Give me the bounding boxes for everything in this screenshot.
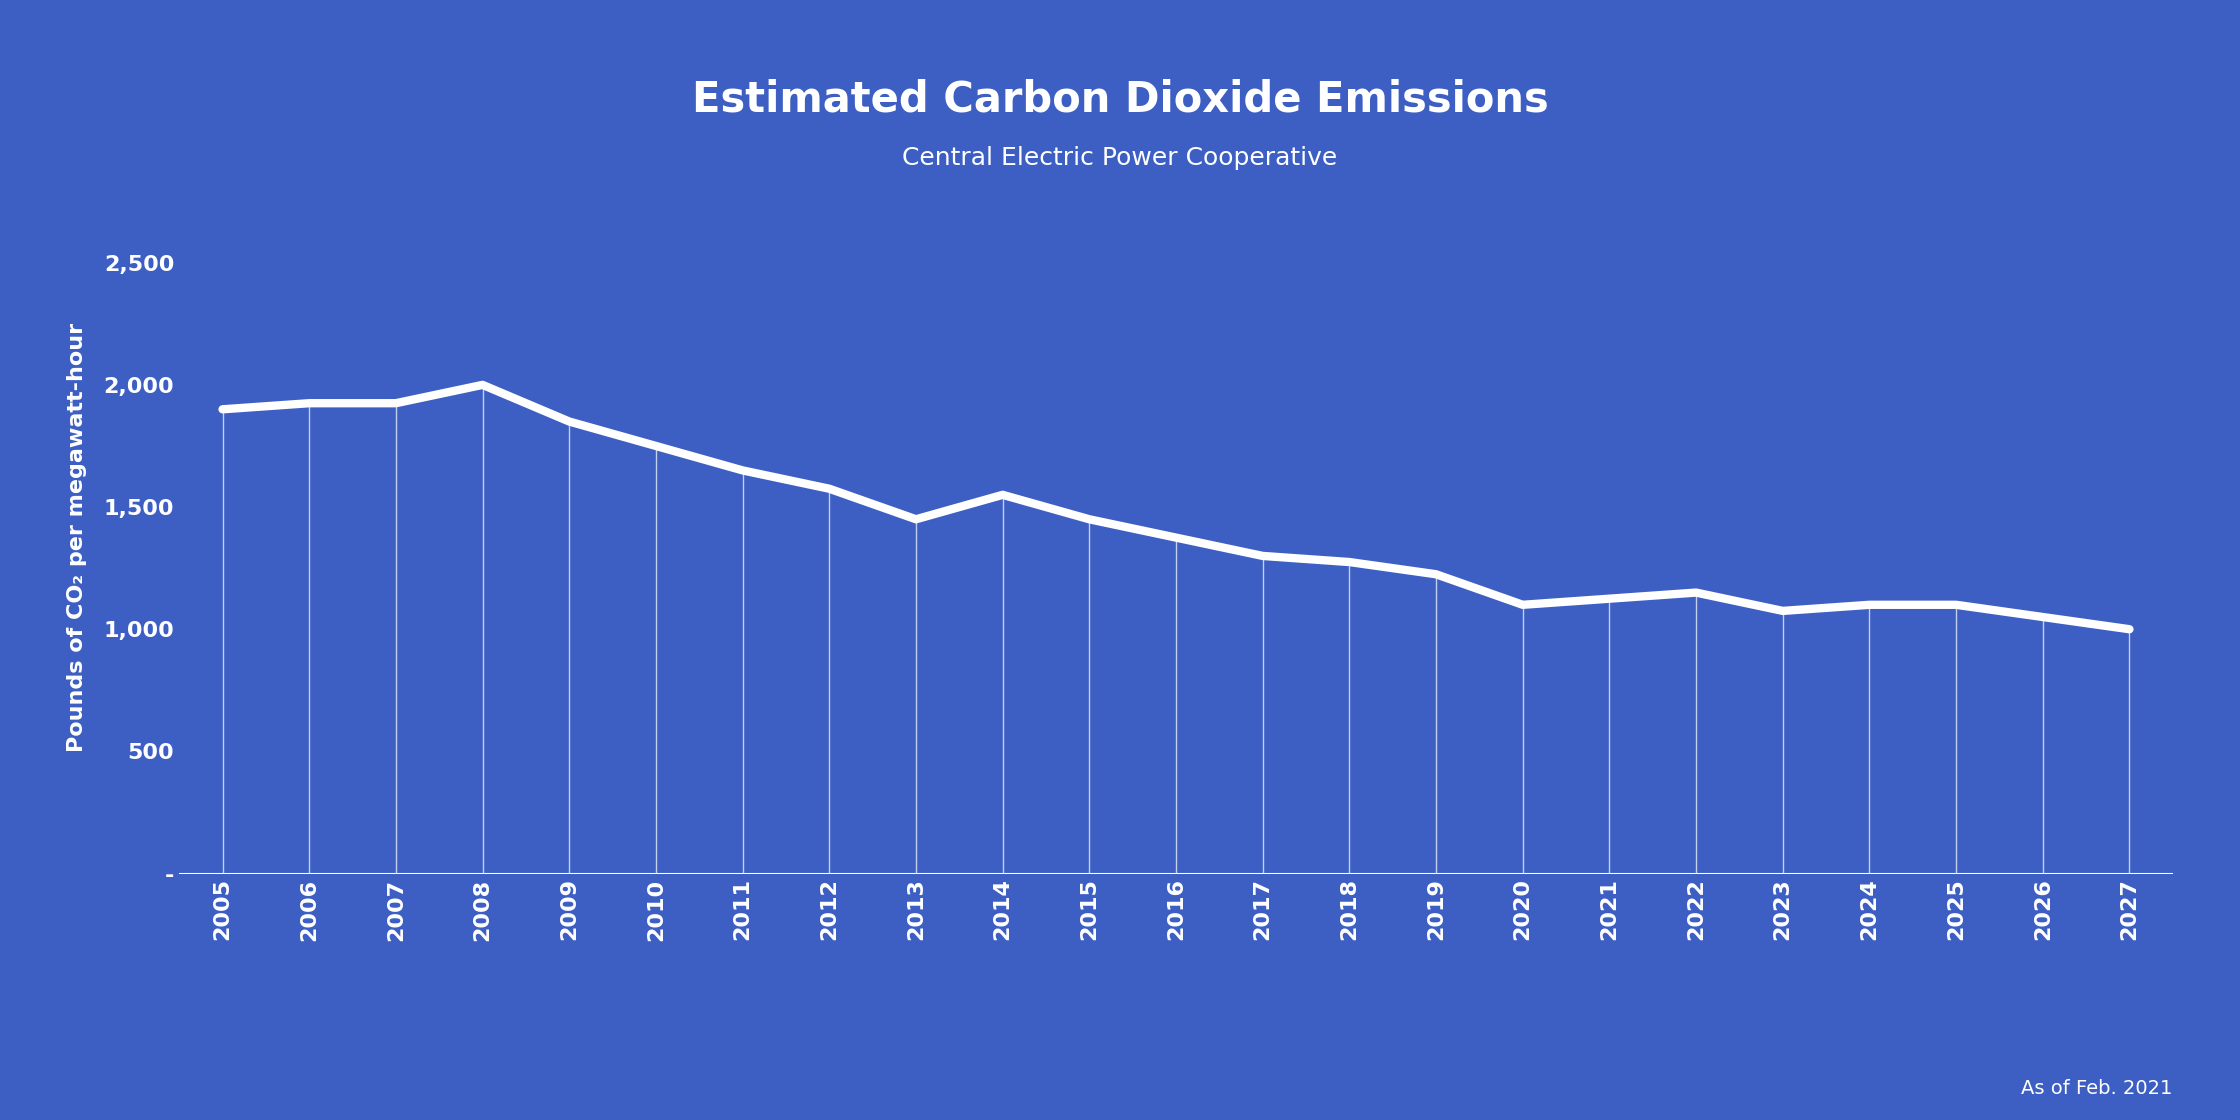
Text: Estimated Carbon Dioxide Emissions: Estimated Carbon Dioxide Emissions bbox=[692, 78, 1548, 120]
Y-axis label: Pounds of CO₂ per megawatt-hour: Pounds of CO₂ per megawatt-hour bbox=[67, 323, 87, 753]
Text: As of Feb. 2021: As of Feb. 2021 bbox=[2020, 1079, 2173, 1098]
Text: Central Electric Power Cooperative: Central Electric Power Cooperative bbox=[903, 146, 1337, 169]
